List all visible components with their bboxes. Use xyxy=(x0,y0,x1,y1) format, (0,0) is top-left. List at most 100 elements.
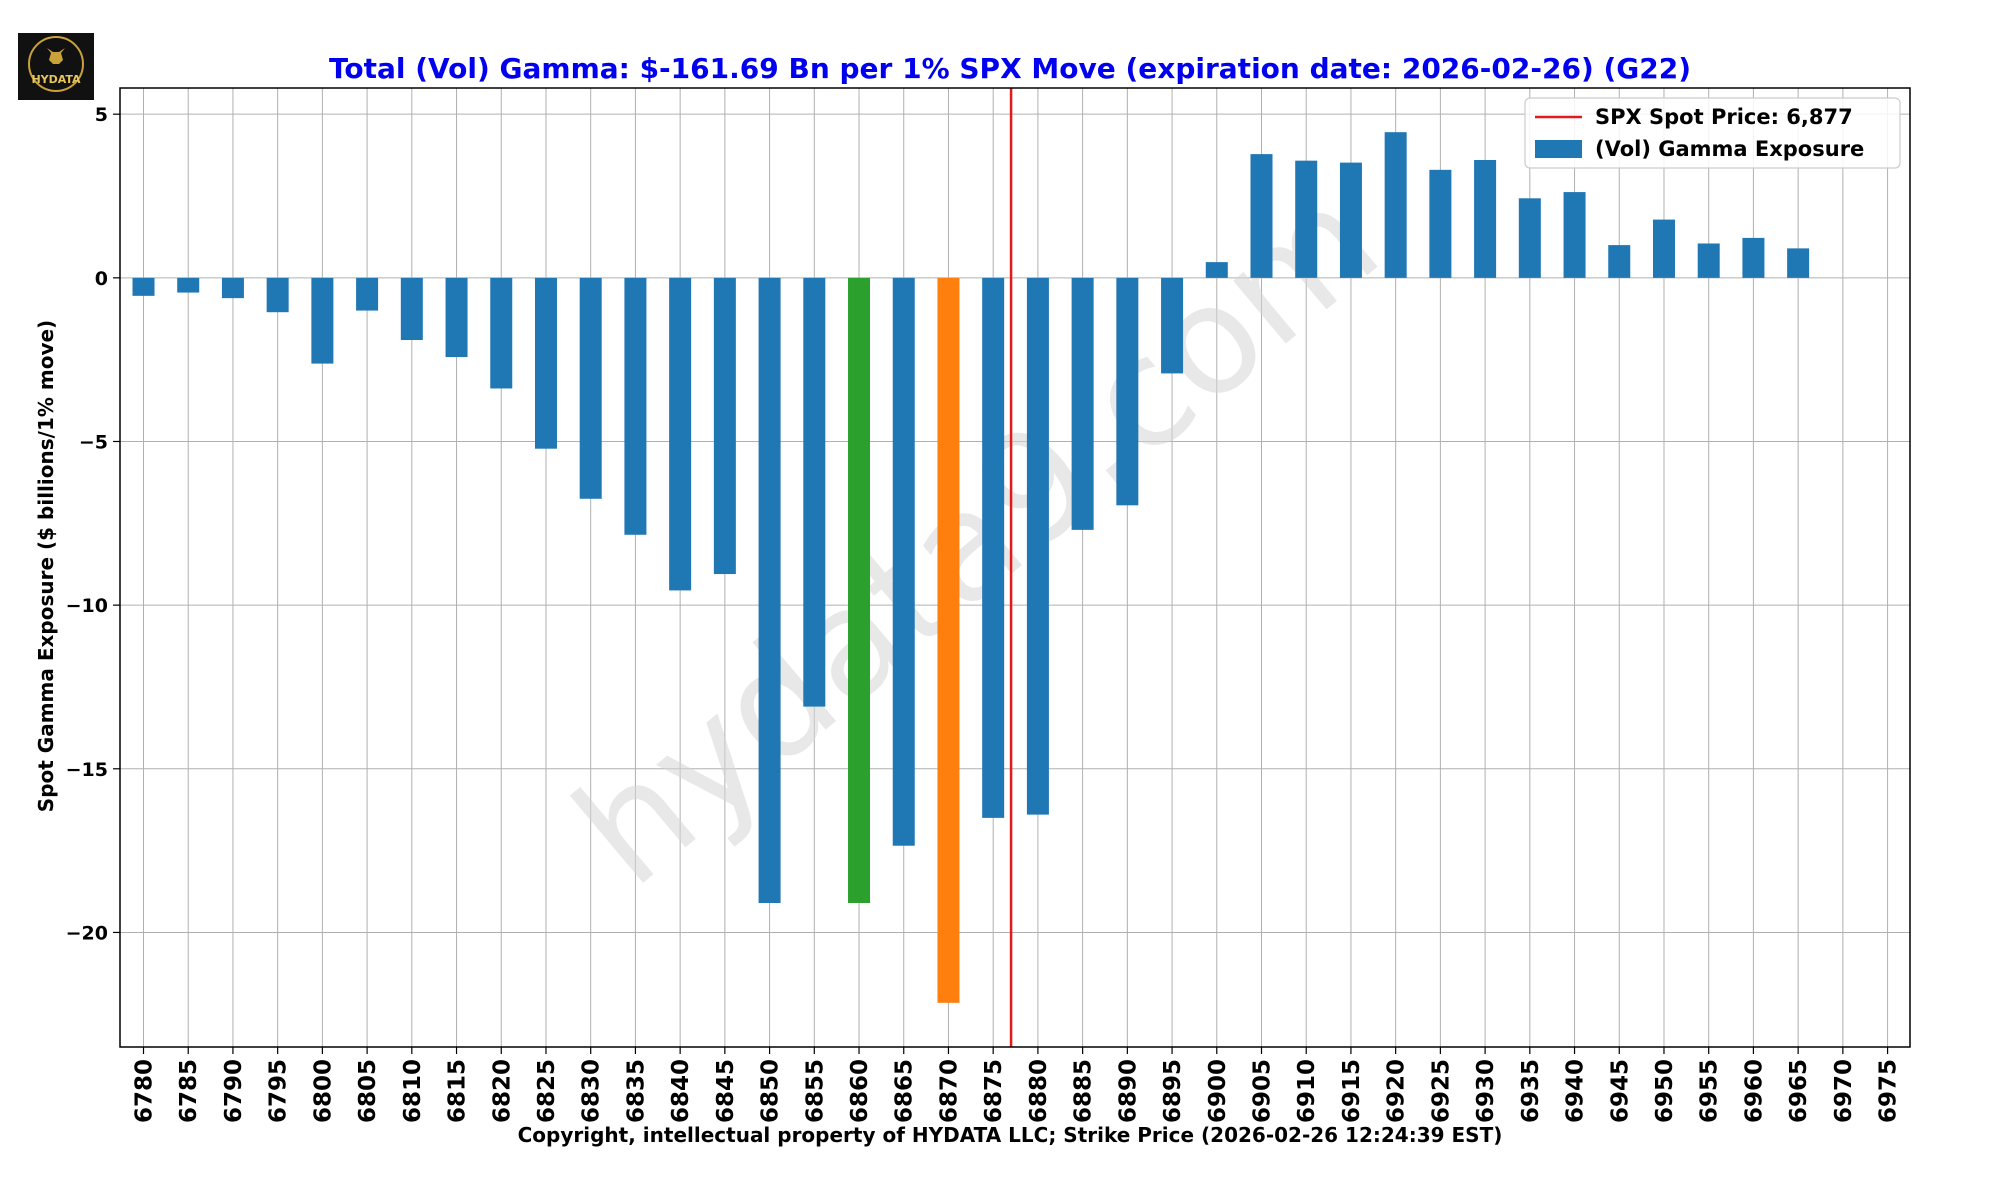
y-axis-label: Spot Gamma Exposure ($ billions/1% move) xyxy=(34,320,58,812)
y-tick-label: −5 xyxy=(79,431,108,453)
x-tick-label: 6960 xyxy=(1741,1059,1767,1123)
logo-text: HYDATA xyxy=(31,73,81,86)
bar-6880 xyxy=(1026,277,1049,815)
x-tick-label: 6865 xyxy=(892,1059,918,1123)
bar-6935 xyxy=(1518,198,1541,278)
bar-6940 xyxy=(1563,192,1586,278)
x-tick-label: 6975 xyxy=(1876,1059,1902,1123)
logo-ring xyxy=(28,36,84,92)
x-tick-label: 6890 xyxy=(1115,1059,1141,1123)
bar-6805 xyxy=(356,277,379,311)
x-tick-label: 6790 xyxy=(221,1059,247,1123)
bar-6850 xyxy=(758,277,781,903)
x-tick-label: 6955 xyxy=(1697,1059,1723,1123)
bar-6955 xyxy=(1697,243,1720,278)
bar-6920 xyxy=(1384,132,1407,278)
x-tick-label: 6810 xyxy=(400,1059,426,1123)
x-tick-label: 6905 xyxy=(1250,1059,1276,1123)
bull-icon xyxy=(47,48,65,64)
x-tick-label: 6930 xyxy=(1473,1059,1499,1123)
x-tick-label: 6885 xyxy=(1071,1059,1097,1123)
bar-6925 xyxy=(1429,169,1452,278)
x-tick-label: 6910 xyxy=(1294,1059,1320,1123)
bar-6810 xyxy=(400,277,423,341)
bar-6945 xyxy=(1608,245,1631,278)
y-tick-label: 5 xyxy=(95,104,108,126)
bar-6800 xyxy=(311,277,334,364)
bar-6820 xyxy=(490,277,513,389)
y-tick-labels: 5 0 −5 −10 −15 −20 xyxy=(66,104,108,944)
bar-6965 xyxy=(1787,248,1810,278)
hydata-logo: HYDATA xyxy=(18,33,94,100)
x-tick-label: 6785 xyxy=(176,1059,202,1123)
x-tick-label: 6815 xyxy=(445,1059,471,1123)
axes xyxy=(113,87,1911,1054)
legend-label: (Vol) Gamma Exposure xyxy=(1595,137,1864,161)
bar-6960 xyxy=(1742,237,1765,278)
x-tick-label: 6830 xyxy=(579,1059,605,1123)
bar-6900 xyxy=(1205,262,1228,278)
bar-6890 xyxy=(1116,277,1139,506)
x-tick-label: 6925 xyxy=(1428,1059,1454,1123)
x-tick-label: 6900 xyxy=(1205,1059,1231,1123)
bar-6905 xyxy=(1250,154,1273,278)
x-tick-label: 6795 xyxy=(266,1059,292,1123)
x-tick-label: 6965 xyxy=(1786,1059,1812,1123)
plot-frame xyxy=(119,87,1911,1048)
x-tick-label: 6840 xyxy=(668,1059,694,1123)
bar-6815 xyxy=(445,277,468,358)
bar-6835 xyxy=(624,277,647,535)
x-tick-label: 6870 xyxy=(936,1059,962,1123)
y-tick-label: −10 xyxy=(66,595,108,617)
bar-6885 xyxy=(1071,277,1094,530)
bar-6825 xyxy=(534,277,557,449)
chart-title: Total (Vol) Gamma: $-161.69 Bn per 1% SP… xyxy=(329,52,1691,85)
x-tick-label: 6915 xyxy=(1339,1059,1365,1123)
x-tick-label: 6950 xyxy=(1652,1059,1678,1123)
bar-6865 xyxy=(892,277,915,846)
bar-6845 xyxy=(713,277,736,575)
bar-6895 xyxy=(1161,277,1184,374)
x-tick-label: 6945 xyxy=(1607,1059,1633,1123)
bar-6780 xyxy=(132,277,155,296)
x-tick-label: 6940 xyxy=(1563,1059,1589,1123)
x-tick-label: 6880 xyxy=(1026,1059,1052,1123)
bar-6875 xyxy=(982,277,1005,818)
x-tick-label: 6875 xyxy=(981,1059,1007,1123)
bar-6855 xyxy=(803,277,826,707)
x-tick-label: 6805 xyxy=(355,1059,381,1123)
bar-6870 xyxy=(937,277,960,1003)
legend-label: SPX Spot Price: 6,877 xyxy=(1595,105,1853,129)
bar-6840 xyxy=(669,277,692,591)
x-tick-label: 6835 xyxy=(623,1059,649,1123)
bar-6950 xyxy=(1652,219,1675,278)
x-tick-label: 6895 xyxy=(1160,1059,1186,1123)
x-tick-label: 6860 xyxy=(847,1059,873,1123)
legend: SPX Spot Price: 6,877 (Vol) Gamma Exposur… xyxy=(1524,97,1901,169)
bar-6910 xyxy=(1295,160,1318,278)
x-tick-label: 6820 xyxy=(489,1059,515,1123)
x-tick-labels: 6780 6785 6790 6795 6800 6805 6810 6815 6820 6825… xyxy=(132,1059,1902,1123)
x-tick-label: 6920 xyxy=(1384,1059,1410,1123)
bar-6795 xyxy=(266,277,289,313)
y-tick-label: −15 xyxy=(66,759,108,781)
x-tick-label: 6970 xyxy=(1831,1059,1857,1123)
bar-6860 xyxy=(848,277,871,903)
bar-6830 xyxy=(579,277,602,499)
x-tick-label: 6935 xyxy=(1518,1059,1544,1123)
x-tick-label: 6850 xyxy=(758,1059,784,1123)
bar-6790 xyxy=(221,277,244,299)
x-tick-label: 6855 xyxy=(802,1059,828,1123)
x-tick-label: 6800 xyxy=(310,1059,336,1123)
x-tick-label: 6780 xyxy=(132,1059,158,1123)
bar-6785 xyxy=(177,277,200,293)
bar-6915 xyxy=(1339,162,1362,278)
y-tick-label: −20 xyxy=(66,922,108,944)
legend-bar-swatch xyxy=(1535,140,1582,158)
x-tick-label: 6825 xyxy=(534,1059,560,1123)
bar-6930 xyxy=(1474,160,1497,278)
legend-box xyxy=(1524,97,1901,169)
x-tick-label: 6845 xyxy=(713,1059,739,1123)
x-axis-label: Copyright, intellectual property of HYDA… xyxy=(518,1123,1503,1147)
